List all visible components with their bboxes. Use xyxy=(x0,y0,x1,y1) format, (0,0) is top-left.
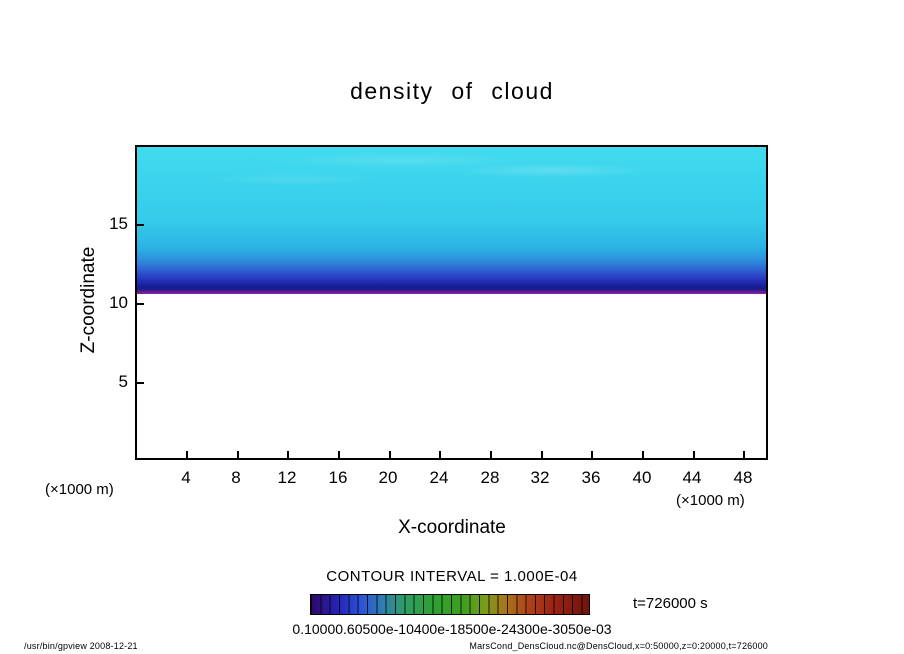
x-axis-tick xyxy=(693,451,695,458)
x-tick-label: 36 xyxy=(581,468,601,487)
y-axis-tick xyxy=(137,382,144,384)
x-axis-tick xyxy=(186,451,188,458)
footer-program-date: /usr/bin/gpview 2008-12-21 xyxy=(24,641,138,651)
x-axis-tick xyxy=(591,451,593,458)
x-tick-label: 12 xyxy=(277,468,297,487)
x-axis-tick xyxy=(389,451,391,458)
x-tick-label: 4 xyxy=(181,468,191,487)
x-axis-tick xyxy=(338,451,340,458)
time-label: t=726000 s xyxy=(633,595,708,612)
x-tick-label: 28 xyxy=(480,468,500,487)
x-tick-label: 16 xyxy=(328,468,348,487)
y-axis-label: Z-coordinate xyxy=(78,246,99,354)
cloud-density-field xyxy=(137,147,766,294)
x-tick-label: 40 xyxy=(632,468,652,487)
x-tick-label: 48 xyxy=(733,468,753,487)
x-units-left: (×1000 m) xyxy=(45,481,114,498)
y-tick-label: 10 xyxy=(109,293,128,312)
x-axis-tick xyxy=(642,451,644,458)
x-axis-tick xyxy=(743,451,745,458)
x-tick-label: 44 xyxy=(682,468,702,487)
footer-file-info: MarsCond_DensCloud.nc@DensCloud,x=0:5000… xyxy=(469,641,768,651)
x-axis-label: X-coordinate xyxy=(398,517,506,538)
plot-area xyxy=(135,145,768,460)
contour-interval-label: CONTOUR INTERVAL = 1.000E-04 xyxy=(326,568,578,585)
x-axis-tick xyxy=(541,451,543,458)
y-axis-tick xyxy=(137,224,144,226)
y-tick-label: 5 xyxy=(118,372,128,391)
colorbar xyxy=(310,594,590,615)
x-units-right: (×1000 m) xyxy=(676,492,745,509)
x-axis-tick xyxy=(237,451,239,458)
x-tick-label: 8 xyxy=(231,468,241,487)
x-axis-tick xyxy=(439,451,441,458)
chart-title: density of cloud xyxy=(350,78,554,104)
y-tick-label: 15 xyxy=(109,214,128,233)
y-axis-tick xyxy=(137,303,144,305)
x-tick-label: 32 xyxy=(530,468,550,487)
x-axis-tick xyxy=(287,451,289,458)
x-tick-label: 20 xyxy=(378,468,398,487)
colorbar-tick-labels: 0.10000.60500e-10400e-18500e-24300e-3050… xyxy=(292,621,612,637)
x-tick-label: 24 xyxy=(429,468,449,487)
x-axis-tick xyxy=(490,451,492,458)
